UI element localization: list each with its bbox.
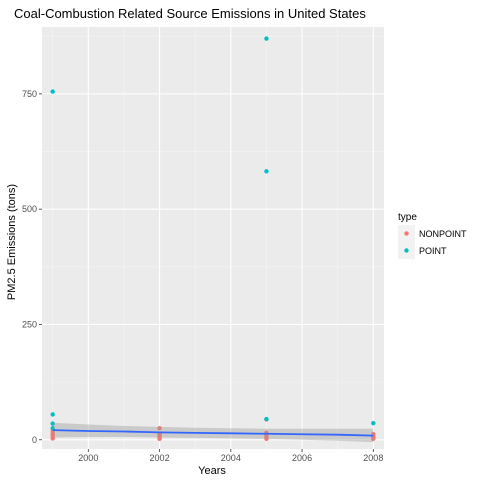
data-point-point [264, 36, 269, 41]
legend-key-nonpoint [404, 231, 409, 236]
legend-key-point [404, 248, 409, 253]
data-point-point [371, 420, 376, 426]
x-tick-label: 2004 [221, 453, 241, 463]
x-tick-label: 2002 [150, 453, 170, 463]
data-point-point [50, 89, 55, 94]
y-tick-label: 500 [22, 204, 37, 214]
y-tick-label: 250 [22, 319, 37, 329]
chart-title: Coal-Combustion Related Source Emissions… [14, 6, 366, 21]
y-axis: 0 250 500 750 [22, 89, 42, 445]
y-tick-label: 0 [32, 435, 37, 445]
x-axis-title: Years [198, 465, 226, 477]
trend-line [52, 429, 374, 437]
legend-title: type [398, 212, 417, 223]
legend-label-nonpoint: NONPOINT [419, 229, 467, 239]
x-tick-label: 2006 [292, 453, 312, 463]
x-tick-label: 2008 [363, 453, 383, 463]
legend: type NONPOINT POINT [398, 212, 467, 259]
data-point-point [264, 169, 269, 174]
legend-label-point: POINT [419, 246, 447, 256]
plot-panel [42, 27, 384, 449]
y-tick-label: 750 [22, 89, 37, 99]
panel-background [42, 27, 384, 449]
data-point-point [50, 421, 55, 426]
x-tick-label: 2000 [78, 453, 98, 463]
x-axis: 2000 2002 2004 2006 2008 [78, 449, 383, 463]
data-point-nonpoint [157, 426, 162, 431]
data-point-point [50, 412, 55, 417]
y-axis-title: PM2.5 Emissions (tons) [6, 184, 18, 300]
data-point-point [264, 416, 269, 422]
